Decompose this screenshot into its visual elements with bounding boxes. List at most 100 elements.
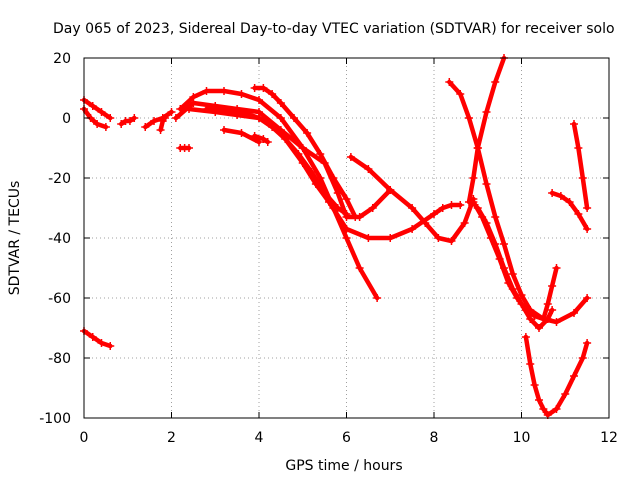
x-axis-label: GPS time / hours	[285, 458, 402, 474]
series-arc-17	[465, 54, 508, 206]
data-point-marker	[259, 84, 268, 92]
data-point-marker	[342, 210, 351, 218]
data-point-marker	[386, 186, 395, 194]
data-point-marker	[548, 306, 557, 314]
x-tick-label: 8	[430, 430, 439, 446]
data-point-marker	[167, 108, 176, 116]
data-point-marker	[93, 120, 102, 128]
series-arc-3	[80, 327, 115, 350]
series-line	[143, 109, 174, 130]
data-point-marker	[469, 198, 478, 206]
data-point-marker	[303, 129, 312, 137]
data-point-marker	[150, 117, 158, 125]
data-point-marker	[255, 114, 263, 122]
data-point-marker	[101, 123, 110, 131]
data-point-marker	[535, 396, 543, 404]
data-point-marker	[259, 135, 268, 143]
data-point-marker	[408, 204, 417, 212]
data-point-marker	[294, 150, 303, 158]
series-arc-23	[570, 120, 592, 212]
data-point-marker	[570, 309, 578, 317]
data-point-marker	[88, 102, 97, 110]
data-point-marker	[355, 264, 364, 272]
data-point-marker	[539, 315, 548, 323]
x-tick-label: 0	[80, 430, 89, 446]
data-point-marker	[106, 342, 115, 350]
data-point-marker	[220, 126, 228, 134]
data-point-marker	[276, 114, 285, 122]
data-point-marker	[250, 84, 259, 92]
data-point-marker	[364, 234, 373, 242]
y-tick-label: -100	[39, 411, 71, 427]
series-line	[81, 106, 109, 130]
data-point-marker	[298, 144, 307, 152]
data-point-marker	[346, 153, 355, 161]
series-line	[571, 121, 590, 211]
data-point-marker	[491, 213, 500, 221]
series-arc-21	[539, 264, 561, 323]
data-point-marker	[556, 192, 565, 200]
data-point-marker	[386, 234, 395, 242]
series-line	[81, 328, 113, 349]
series-arc-20	[521, 333, 592, 419]
x-tick-label: 4	[255, 430, 264, 446]
data-point-marker	[202, 105, 211, 113]
data-point-marker	[561, 390, 570, 398]
data-point-marker	[125, 117, 134, 125]
series-arc-22	[548, 189, 592, 233]
data-point-marker	[434, 234, 443, 242]
data-point-marker	[552, 264, 561, 272]
data-point-marker	[342, 225, 351, 233]
data-point-marker	[447, 237, 456, 245]
data-point-marker	[526, 360, 535, 368]
series-arc-7	[176, 144, 193, 152]
series-arc-8	[176, 87, 382, 302]
data-point-marker	[368, 204, 377, 212]
series-arc-12	[220, 126, 263, 146]
data-point-marker	[364, 165, 373, 173]
data-point-marker	[578, 354, 587, 362]
data-point-marker	[263, 138, 272, 146]
data-point-marker	[491, 78, 500, 86]
y-axis-label: SDTVAR / TECUs	[7, 181, 23, 296]
data-point-marker	[185, 144, 193, 152]
data-point-marker	[482, 108, 491, 116]
series-arc-13	[250, 84, 360, 221]
data-point-marker	[307, 168, 316, 176]
data-point-marker	[583, 294, 592, 302]
y-tick-label: -80	[48, 351, 71, 367]
series-arc-4	[117, 114, 139, 128]
series-arc-14	[250, 132, 272, 146]
data-point-marker	[574, 210, 583, 218]
data-point-marker	[530, 312, 539, 320]
data-point-marker	[530, 381, 539, 389]
data-point-marker	[521, 333, 530, 341]
data-point-marker	[220, 87, 228, 95]
data-point-marker	[351, 213, 360, 221]
data-point-marker	[539, 405, 548, 413]
data-point-marker	[535, 324, 543, 332]
data-point-marker	[456, 201, 465, 209]
series-layer	[80, 54, 592, 419]
data-point-marker	[548, 189, 557, 197]
data-point-marker	[373, 294, 382, 302]
data-point-marker	[570, 372, 578, 380]
data-point-marker	[438, 204, 447, 212]
data-point-marker	[548, 282, 557, 290]
data-point-marker	[583, 225, 592, 233]
data-point-marker	[106, 114, 115, 122]
y-tick-label: 0	[62, 111, 71, 127]
data-point-marker	[456, 90, 465, 98]
series-arc-1	[80, 96, 115, 122]
series-line	[252, 85, 358, 220]
data-point-marker	[517, 300, 526, 308]
data-point-marker	[460, 219, 469, 227]
series-line	[81, 97, 113, 121]
data-point-marker	[465, 114, 473, 122]
data-point-marker	[97, 108, 106, 116]
data-point-marker	[508, 285, 517, 293]
data-point-marker	[447, 201, 456, 209]
data-point-marker	[526, 315, 535, 323]
y-tick-label: -60	[48, 291, 71, 307]
data-point-marker	[421, 219, 430, 227]
